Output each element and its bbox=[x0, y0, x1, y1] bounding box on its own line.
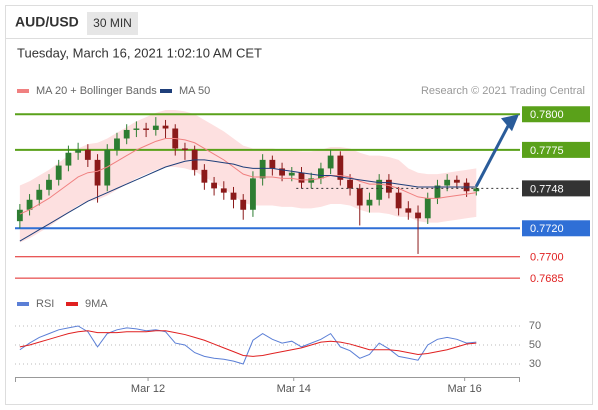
legend-label: RSI bbox=[36, 298, 54, 310]
candle-body bbox=[94, 159, 101, 186]
candle-body bbox=[308, 178, 315, 183]
symbol: AUD/USD bbox=[15, 14, 79, 30]
level-label: 0.7720 bbox=[530, 223, 564, 235]
candle-body bbox=[434, 185, 441, 199]
forecast-arrow bbox=[474, 121, 512, 188]
x-tick-label: Mar 14 bbox=[277, 383, 311, 395]
candle-body bbox=[240, 199, 247, 210]
level-label-box bbox=[522, 220, 590, 237]
level-label: 0.7800 bbox=[530, 109, 564, 121]
level-label-box bbox=[522, 141, 590, 158]
candle-body bbox=[16, 209, 23, 222]
candle-body bbox=[444, 179, 451, 186]
bollinger-band bbox=[19, 109, 477, 243]
candle-body bbox=[327, 155, 334, 169]
level-label-box bbox=[522, 106, 590, 123]
y-tick-label: 30 bbox=[529, 358, 541, 370]
y-tick-label: 70 bbox=[529, 320, 541, 332]
forecast-arrowhead bbox=[501, 114, 519, 132]
candle-body bbox=[162, 125, 169, 129]
candle-body bbox=[104, 149, 111, 186]
candle-body bbox=[220, 188, 227, 193]
candle-body bbox=[395, 192, 402, 209]
candle-body bbox=[269, 159, 276, 169]
x-tick-label: Mar 16 bbox=[448, 383, 482, 395]
candle-body bbox=[133, 128, 140, 130]
last-price-box bbox=[522, 180, 590, 197]
candle-body bbox=[65, 152, 72, 166]
candle-body bbox=[279, 168, 285, 176]
legend-swatch bbox=[160, 89, 172, 93]
legend-swatch bbox=[66, 302, 78, 306]
candle-body bbox=[356, 188, 363, 206]
candle-body bbox=[230, 192, 237, 200]
candle-body bbox=[415, 212, 421, 219]
candle-body bbox=[453, 179, 460, 183]
candle-body bbox=[376, 179, 383, 200]
candle-body bbox=[288, 172, 295, 176]
candle-body bbox=[182, 148, 188, 150]
level-label: 0.7700 bbox=[530, 252, 564, 264]
candle-body bbox=[143, 128, 150, 130]
candle-body bbox=[114, 138, 120, 150]
candle-body bbox=[347, 179, 353, 189]
candle-body bbox=[298, 172, 305, 183]
candle-body bbox=[123, 129, 130, 139]
source: Research © 2021 Trading Central bbox=[421, 85, 585, 97]
candle-body bbox=[211, 182, 217, 189]
candle-body bbox=[84, 149, 91, 160]
candle-body bbox=[385, 179, 392, 193]
candle-body bbox=[152, 125, 159, 130]
candle-body bbox=[405, 208, 412, 213]
timestamp: Tuesday, March 16, 2021 1:02:10 AM CET bbox=[17, 45, 262, 60]
last-price-label: 0.7748 bbox=[530, 183, 564, 195]
candle-body bbox=[337, 155, 344, 180]
legend-label: MA 20 + Bollinger Bands bbox=[36, 85, 157, 97]
candle-body bbox=[201, 169, 208, 183]
timeframe-badge bbox=[87, 12, 138, 35]
y-tick-label: 50 bbox=[529, 339, 541, 351]
candle-body bbox=[259, 159, 266, 179]
legend-swatch bbox=[17, 89, 29, 93]
candle-body bbox=[36, 189, 43, 200]
level-label: 0.7685 bbox=[530, 273, 564, 285]
candle-body bbox=[473, 188, 480, 192]
candle-body bbox=[424, 198, 431, 219]
candle-body bbox=[46, 179, 52, 190]
legend-swatch bbox=[17, 302, 29, 306]
legend-label: MA 50 bbox=[179, 85, 210, 97]
x-tick-label: Mar 12 bbox=[131, 383, 165, 395]
indicator-line bbox=[19, 330, 477, 357]
moving-average bbox=[19, 137, 477, 215]
timeframe: 30 MIN bbox=[93, 16, 132, 30]
candle-body bbox=[366, 199, 373, 206]
candle-body bbox=[75, 149, 82, 153]
candle-body bbox=[318, 168, 324, 179]
level-label: 0.7775 bbox=[530, 145, 564, 157]
indicator-line bbox=[19, 325, 477, 365]
candle-body bbox=[250, 178, 256, 210]
moving-average bbox=[19, 159, 477, 242]
candle-body bbox=[26, 199, 33, 210]
legend-label: 9MA bbox=[85, 298, 108, 310]
candle-body bbox=[55, 165, 62, 180]
